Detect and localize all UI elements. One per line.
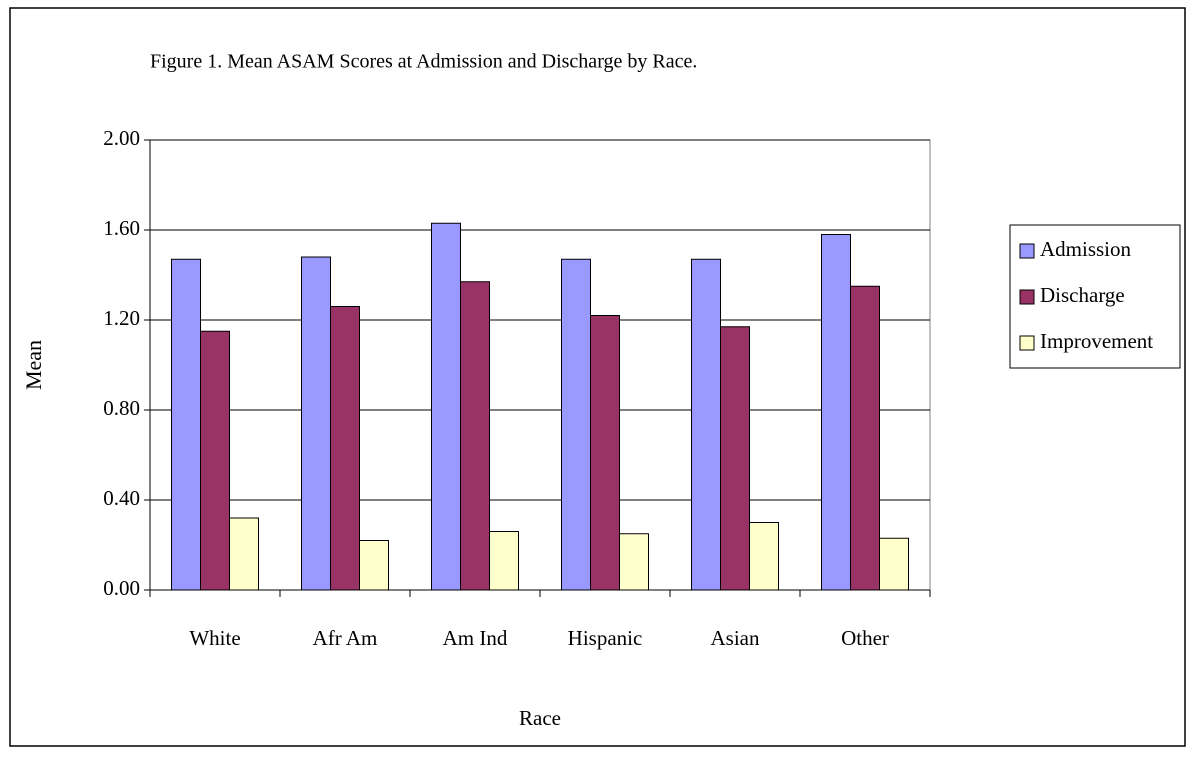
y-tick-label: 1.20 bbox=[103, 306, 140, 330]
x-tick-label: Other bbox=[841, 626, 889, 650]
x-tick-label: Hispanic bbox=[568, 626, 643, 650]
y-tick-label: 2.00 bbox=[103, 126, 140, 150]
x-tick-label: Afr Am bbox=[313, 626, 378, 650]
x-tick-label: Asian bbox=[711, 626, 760, 650]
legend-label: Discharge bbox=[1040, 283, 1125, 307]
bar bbox=[460, 281, 490, 591]
bar bbox=[879, 537, 909, 591]
bar bbox=[590, 315, 620, 591]
legend-swatch bbox=[1019, 289, 1035, 305]
legend-swatch bbox=[1019, 243, 1035, 259]
y-tick-label: 0.40 bbox=[103, 486, 140, 510]
bar bbox=[359, 540, 389, 591]
bar bbox=[330, 306, 360, 591]
x-tick-label: White bbox=[189, 626, 240, 650]
bar bbox=[489, 531, 519, 591]
y-tick-label: 0.00 bbox=[103, 576, 140, 600]
bar bbox=[301, 256, 331, 591]
chart-title: Figure 1. Mean ASAM Scores at Admission … bbox=[150, 51, 697, 73]
bar bbox=[171, 258, 201, 591]
legend bbox=[1009, 224, 1181, 369]
bar bbox=[749, 522, 779, 591]
legend-label: Improvement bbox=[1040, 329, 1153, 353]
plot-area bbox=[149, 139, 931, 591]
bar bbox=[229, 517, 259, 591]
y-tick-label: 1.60 bbox=[103, 216, 140, 240]
y-tick-label: 0.80 bbox=[103, 396, 140, 420]
bar bbox=[821, 234, 851, 591]
legend-swatch bbox=[1019, 335, 1035, 351]
bar bbox=[561, 258, 591, 591]
bar bbox=[691, 258, 721, 591]
bar bbox=[619, 533, 649, 591]
bar bbox=[200, 330, 230, 591]
bar bbox=[720, 326, 750, 591]
x-axis-label: Race bbox=[519, 706, 561, 730]
legend-label: Admission bbox=[1040, 237, 1132, 261]
y-axis-label: Mean bbox=[21, 340, 46, 390]
bar bbox=[850, 285, 880, 591]
x-tick-label: Am Ind bbox=[443, 626, 508, 650]
bar bbox=[431, 222, 461, 591]
